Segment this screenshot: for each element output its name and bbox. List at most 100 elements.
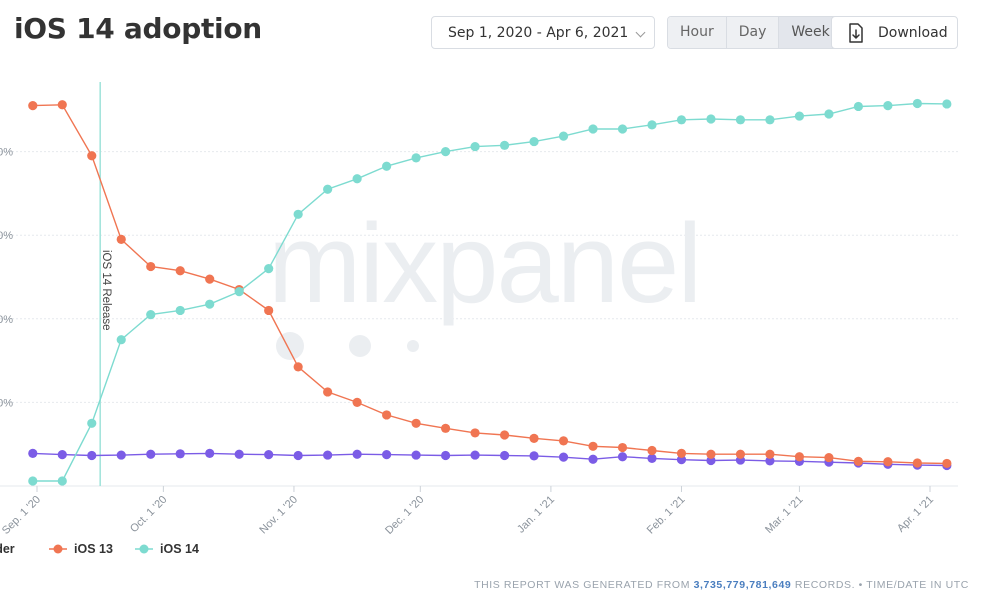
data-point[interactable] <box>912 458 922 468</box>
data-point[interactable] <box>175 449 185 459</box>
series-older <box>28 448 952 471</box>
date-range-picker[interactable]: Sep 1, 2020 - Apr 6, 2021 <box>431 16 655 49</box>
data-point[interactable] <box>499 430 510 440</box>
data-point[interactable] <box>676 448 687 458</box>
data-point[interactable] <box>942 458 952 469</box>
data-point[interactable] <box>146 261 156 272</box>
data-point[interactable] <box>323 387 333 397</box>
data-point[interactable] <box>647 453 657 464</box>
data-point[interactable] <box>116 450 126 460</box>
legend-item-ios-13[interactable]: iOS 13 <box>49 542 113 556</box>
legend-swatch-dot <box>53 544 63 554</box>
data-point[interactable] <box>588 454 598 464</box>
data-point[interactable] <box>470 450 480 460</box>
mixpanel-watermark: mixpanel <box>268 201 702 360</box>
data-point[interactable] <box>883 457 893 467</box>
data-point[interactable] <box>382 410 392 420</box>
data-point[interactable] <box>529 136 539 147</box>
data-point[interactable] <box>647 120 657 130</box>
data-point[interactable] <box>765 449 775 459</box>
data-point[interactable] <box>264 450 274 460</box>
data-point[interactable] <box>853 101 863 112</box>
data-point[interactable] <box>87 151 97 161</box>
data-point[interactable] <box>116 335 126 345</box>
data-point[interactable] <box>352 397 362 407</box>
data-point[interactable] <box>824 109 834 119</box>
data-point[interactable] <box>676 115 687 125</box>
data-point[interactable] <box>352 449 362 459</box>
data-point[interactable] <box>87 418 97 428</box>
data-point[interactable] <box>794 111 805 121</box>
data-point[interactable] <box>529 433 539 443</box>
data-point[interactable] <box>617 442 628 453</box>
data-point[interactable] <box>853 456 863 466</box>
data-point[interactable] <box>824 452 834 463</box>
data-point[interactable] <box>617 124 628 134</box>
legend-item-ios-14[interactable]: iOS 14 <box>135 542 199 556</box>
download-button[interactable]: Download <box>831 16 958 49</box>
data-point[interactable] <box>293 209 303 219</box>
data-point[interactable] <box>116 234 126 244</box>
data-point[interactable] <box>234 449 244 459</box>
data-point[interactable] <box>205 299 215 309</box>
granularity-hour-button[interactable]: Hour <box>668 17 727 48</box>
data-point[interactable] <box>264 264 274 274</box>
data-point[interactable] <box>28 448 38 458</box>
data-point[interactable] <box>470 141 480 152</box>
data-point[interactable] <box>735 449 746 459</box>
legend-item-older[interactable]: Older <box>0 542 15 556</box>
data-point[interactable] <box>205 448 215 458</box>
data-point[interactable] <box>912 98 922 109</box>
data-point[interactable] <box>588 124 598 134</box>
data-point[interactable] <box>647 445 657 456</box>
data-point[interactable] <box>175 266 185 276</box>
data-point[interactable] <box>440 450 451 461</box>
data-point[interactable] <box>558 131 569 141</box>
data-point[interactable] <box>87 450 97 461</box>
data-point[interactable] <box>942 99 952 109</box>
data-point[interactable] <box>264 305 274 316</box>
data-point[interactable] <box>588 441 598 451</box>
data-point[interactable] <box>146 449 156 459</box>
data-point[interactable] <box>28 101 38 111</box>
data-point[interactable] <box>735 115 746 125</box>
data-point[interactable] <box>765 115 775 125</box>
data-point[interactable] <box>558 436 569 446</box>
data-point[interactable] <box>470 428 480 438</box>
data-point[interactable] <box>323 450 333 460</box>
data-point[interactable] <box>883 101 893 111</box>
data-point[interactable] <box>794 452 805 462</box>
data-point[interactable] <box>293 450 303 461</box>
data-point[interactable] <box>440 423 451 433</box>
data-point[interactable] <box>382 450 392 460</box>
data-point[interactable] <box>57 476 67 486</box>
data-point[interactable] <box>440 147 451 157</box>
record-count[interactable]: 3,735,779,781,649 <box>693 579 792 591</box>
data-point[interactable] <box>57 100 67 110</box>
data-point[interactable] <box>411 418 421 428</box>
watermark-dot <box>276 332 304 360</box>
data-point[interactable] <box>499 140 510 150</box>
granularity-day-button[interactable]: Day <box>726 17 780 48</box>
data-point[interactable] <box>529 451 539 461</box>
data-point[interactable] <box>706 449 716 459</box>
legend-swatch-dot <box>139 544 149 554</box>
data-point[interactable] <box>558 452 569 462</box>
data-point[interactable] <box>706 114 716 124</box>
data-point[interactable] <box>352 174 362 184</box>
data-point[interactable] <box>293 362 303 372</box>
data-point[interactable] <box>411 450 421 460</box>
data-point[interactable] <box>234 287 244 297</box>
data-point[interactable] <box>499 450 510 461</box>
data-point[interactable] <box>323 184 333 194</box>
data-point[interactable] <box>28 476 38 486</box>
data-point[interactable] <box>175 305 185 316</box>
data-point[interactable] <box>146 310 156 320</box>
data-point[interactable] <box>617 452 628 462</box>
data-point[interactable] <box>205 274 215 284</box>
data-point[interactable] <box>57 450 67 460</box>
download-icon <box>849 23 863 43</box>
data-point[interactable] <box>411 153 421 163</box>
data-point[interactable] <box>765 456 775 466</box>
data-point[interactable] <box>382 161 392 171</box>
